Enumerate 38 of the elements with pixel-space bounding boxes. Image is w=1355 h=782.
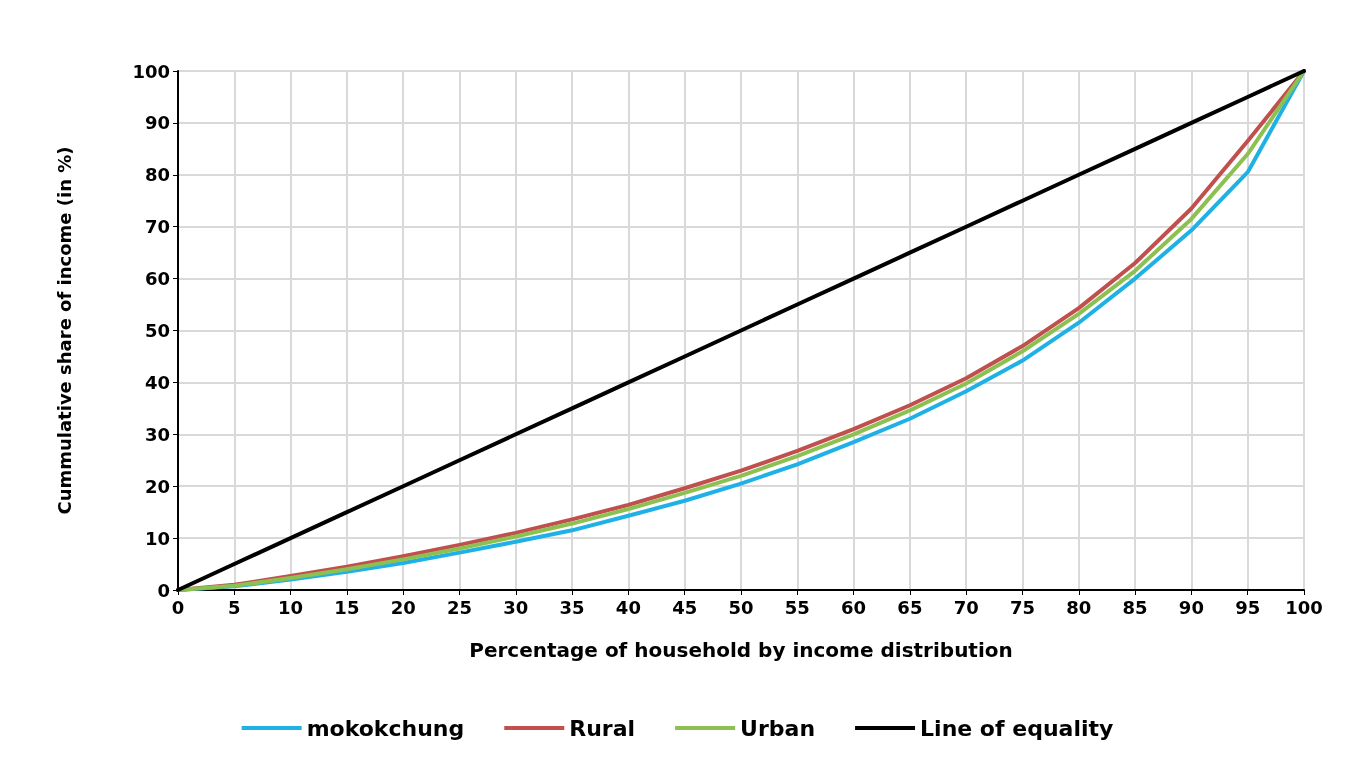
legend-label: Urban [740, 715, 816, 741]
y-tick-label: 40 [144, 371, 170, 393]
y-tick-label: 100 [132, 60, 170, 82]
y-tick-label: 60 [144, 268, 170, 290]
y-tick-label: 70 [144, 216, 170, 238]
x-tick-label: 70 [953, 596, 979, 618]
x-tick-label: 50 [728, 596, 754, 618]
x-axis-title: Percentage of household by income distribution [469, 638, 1013, 662]
x-tick-label: 0 [171, 596, 185, 618]
x-tick-label: 40 [615, 596, 641, 618]
x-tick-label: 5 [228, 596, 241, 618]
x-tick-label: 35 [559, 596, 585, 618]
y-tick-label: 20 [144, 475, 170, 497]
x-tick-label: 80 [1066, 596, 1092, 618]
x-tick-label: 75 [1009, 596, 1036, 618]
x-tick-label: 25 [446, 596, 473, 618]
y-tick-label: 90 [144, 112, 170, 134]
x-tick-label: 30 [503, 596, 529, 618]
x-tick-label: 15 [334, 596, 360, 618]
y-tick-label: 0 [157, 579, 170, 601]
x-tick-label: 10 [278, 596, 304, 618]
x-tick-label: 55 [784, 596, 810, 618]
x-tick-label: 45 [672, 596, 698, 618]
y-axis-title: Cummulative share of income (in %) [53, 146, 75, 515]
y-tick-label: 10 [144, 527, 170, 549]
legend-label: Line of equality [920, 715, 1114, 741]
y-tick-label: 80 [144, 164, 170, 186]
x-tick-label: 85 [1122, 596, 1148, 618]
x-tick-label: 90 [1178, 596, 1204, 618]
y-tick-label: 50 [144, 320, 170, 341]
legend-label: Rural [569, 715, 636, 741]
x-tick-label: 95 [1235, 596, 1261, 618]
x-tick-label: 60 [841, 596, 867, 618]
x-tick-label: 100 [1285, 596, 1323, 618]
y-tick-label: 30 [144, 423, 170, 445]
legend-label: mokokchung [306, 715, 465, 741]
x-tick-label: 20 [390, 596, 416, 618]
x-tick-label: 65 [897, 596, 923, 618]
